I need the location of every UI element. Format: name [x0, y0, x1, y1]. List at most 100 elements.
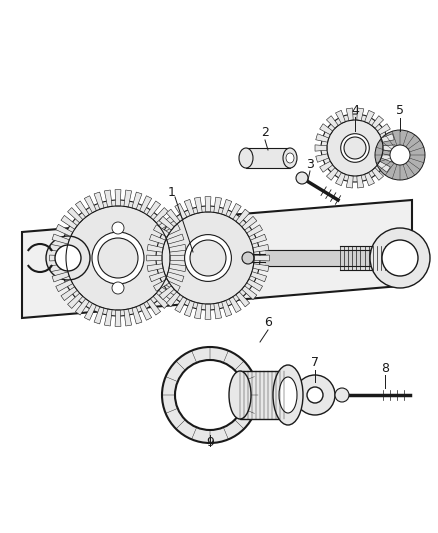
- Circle shape: [98, 238, 138, 278]
- Polygon shape: [75, 201, 89, 217]
- Polygon shape: [104, 309, 112, 326]
- Polygon shape: [383, 145, 395, 151]
- Polygon shape: [357, 108, 364, 120]
- Polygon shape: [222, 199, 232, 215]
- Circle shape: [296, 172, 308, 184]
- Polygon shape: [377, 124, 390, 135]
- Circle shape: [382, 240, 418, 276]
- Polygon shape: [61, 215, 77, 229]
- Polygon shape: [153, 279, 170, 291]
- Polygon shape: [94, 192, 104, 209]
- Polygon shape: [132, 306, 142, 324]
- Circle shape: [242, 252, 254, 264]
- Text: 3: 3: [306, 157, 314, 171]
- Polygon shape: [124, 190, 131, 207]
- Text: 2: 2: [261, 126, 269, 140]
- Polygon shape: [170, 255, 187, 261]
- Polygon shape: [236, 292, 250, 307]
- Polygon shape: [184, 301, 194, 317]
- Polygon shape: [336, 110, 346, 124]
- Polygon shape: [166, 209, 180, 224]
- Polygon shape: [49, 255, 66, 261]
- Polygon shape: [175, 297, 187, 312]
- Polygon shape: [153, 207, 169, 223]
- Polygon shape: [236, 209, 250, 224]
- Polygon shape: [132, 192, 142, 209]
- Polygon shape: [246, 148, 290, 168]
- Polygon shape: [140, 196, 152, 213]
- Polygon shape: [242, 216, 257, 230]
- Text: 1: 1: [168, 187, 176, 199]
- Circle shape: [184, 235, 231, 281]
- Polygon shape: [336, 173, 346, 185]
- Polygon shape: [147, 245, 163, 252]
- Polygon shape: [149, 235, 166, 244]
- Circle shape: [162, 347, 258, 443]
- Polygon shape: [159, 216, 174, 230]
- Ellipse shape: [229, 371, 251, 419]
- Circle shape: [112, 222, 124, 234]
- Ellipse shape: [283, 148, 297, 168]
- Circle shape: [156, 206, 260, 310]
- Polygon shape: [166, 292, 180, 307]
- Polygon shape: [56, 280, 73, 292]
- Polygon shape: [147, 255, 162, 261]
- Circle shape: [307, 387, 323, 403]
- Polygon shape: [85, 196, 96, 213]
- Polygon shape: [194, 197, 202, 213]
- Polygon shape: [75, 298, 89, 315]
- Ellipse shape: [273, 365, 303, 425]
- Polygon shape: [315, 145, 327, 151]
- Polygon shape: [175, 204, 187, 219]
- Polygon shape: [147, 201, 161, 217]
- Circle shape: [390, 145, 410, 165]
- Polygon shape: [167, 234, 184, 244]
- Polygon shape: [67, 293, 83, 309]
- Circle shape: [295, 375, 335, 415]
- Polygon shape: [229, 297, 241, 312]
- Ellipse shape: [279, 377, 297, 413]
- Polygon shape: [320, 161, 333, 172]
- Polygon shape: [364, 110, 374, 124]
- Text: 6: 6: [264, 317, 272, 329]
- Polygon shape: [229, 204, 241, 219]
- Polygon shape: [381, 154, 394, 162]
- Polygon shape: [242, 286, 257, 300]
- Circle shape: [46, 236, 90, 280]
- Polygon shape: [85, 303, 96, 320]
- Polygon shape: [381, 134, 394, 142]
- Polygon shape: [115, 190, 121, 206]
- Ellipse shape: [239, 148, 253, 168]
- Text: 4: 4: [351, 103, 359, 117]
- Polygon shape: [371, 116, 384, 128]
- Polygon shape: [364, 173, 374, 185]
- Polygon shape: [316, 134, 329, 142]
- Circle shape: [60, 200, 176, 316]
- Circle shape: [370, 228, 430, 288]
- Polygon shape: [159, 286, 174, 300]
- Polygon shape: [253, 245, 269, 252]
- Polygon shape: [94, 306, 104, 324]
- Polygon shape: [320, 124, 333, 135]
- Polygon shape: [67, 207, 83, 223]
- Polygon shape: [247, 279, 262, 291]
- Polygon shape: [147, 298, 161, 315]
- Polygon shape: [247, 225, 262, 237]
- Polygon shape: [147, 264, 163, 271]
- Polygon shape: [56, 224, 73, 237]
- Circle shape: [92, 232, 144, 284]
- Polygon shape: [240, 371, 288, 419]
- Text: 9: 9: [206, 435, 214, 448]
- Polygon shape: [52, 272, 69, 282]
- Polygon shape: [61, 287, 77, 301]
- Text: 7: 7: [311, 357, 319, 369]
- Polygon shape: [104, 190, 112, 207]
- Polygon shape: [214, 197, 222, 213]
- Polygon shape: [22, 200, 412, 318]
- Polygon shape: [253, 264, 269, 271]
- Polygon shape: [222, 301, 232, 317]
- Polygon shape: [346, 108, 353, 120]
- Polygon shape: [326, 116, 339, 128]
- Polygon shape: [159, 215, 175, 229]
- Polygon shape: [346, 175, 353, 188]
